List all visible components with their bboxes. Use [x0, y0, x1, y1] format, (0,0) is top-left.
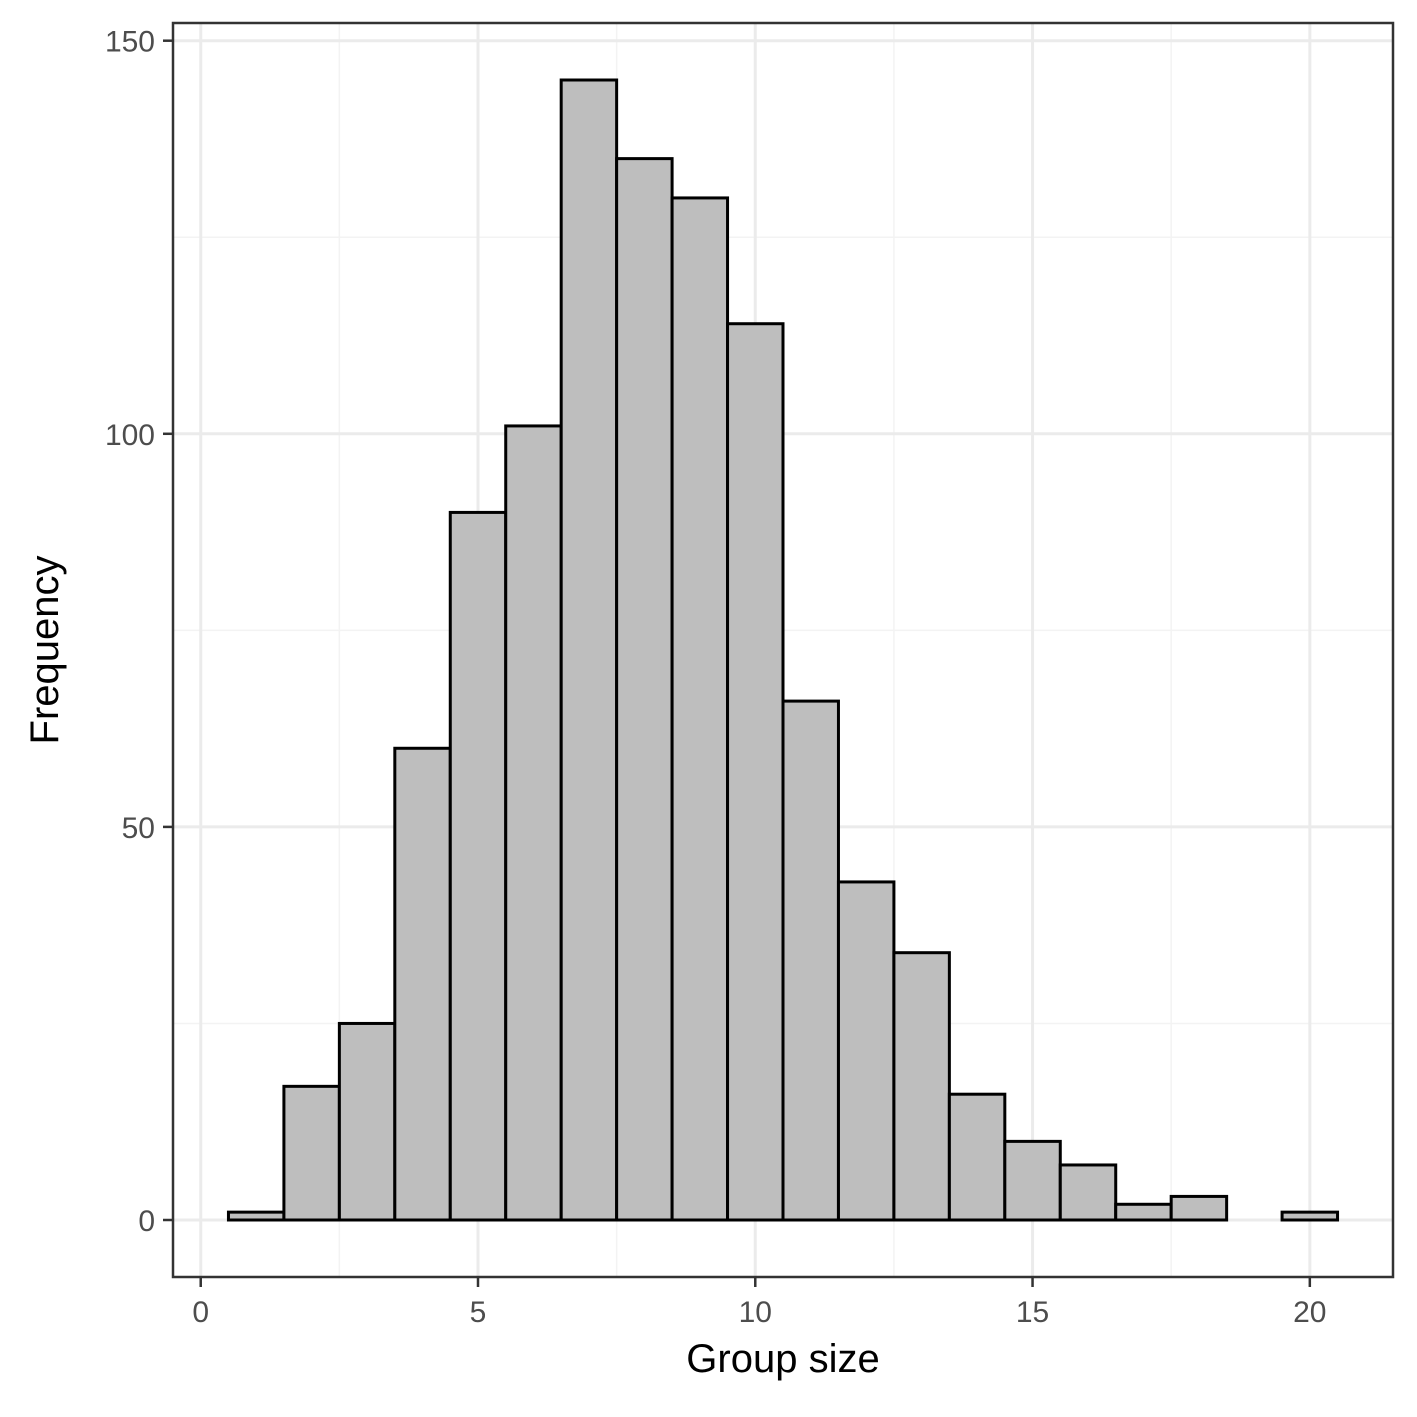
- histogram-bar: [1058, 1163, 1118, 1222]
- y-tick-label: 100: [105, 419, 155, 452]
- bars-layer: [226, 78, 1340, 1222]
- x-axis-title: Group size: [686, 1337, 879, 1381]
- histogram-bar: [1003, 1139, 1062, 1222]
- histogram-bar: [559, 78, 619, 1222]
- axes-layer: 0 5 10 15 20 0 50 100 150: [105, 26, 1327, 1329]
- panel-border: [171, 21, 1395, 1279]
- histogram-bar: [504, 424, 563, 1222]
- histogram-bar: [726, 322, 785, 1222]
- histogram-bar: [1114, 1202, 1173, 1222]
- histogram-bar: [781, 699, 840, 1222]
- histogram-bar: [670, 196, 730, 1222]
- x-tick-label: 0: [192, 1296, 209, 1329]
- x-tick-label: 10: [739, 1296, 772, 1329]
- histogram-bar: [615, 157, 674, 1222]
- histogram-bar: [337, 1021, 397, 1222]
- histogram-bar: [448, 510, 508, 1222]
- histogram-bar: [947, 1092, 1007, 1222]
- histogram-bar: [836, 880, 896, 1222]
- x-tick-label: 15: [1016, 1296, 1049, 1329]
- y-tick-label: 150: [105, 26, 155, 59]
- histogram-bar: [393, 746, 452, 1222]
- y-tick-label: 50: [122, 812, 155, 845]
- histogram-bar: [892, 951, 951, 1222]
- y-axis-title: Frequency: [23, 556, 67, 745]
- histogram-bar: [1169, 1194, 1229, 1222]
- y-tick-label: 0: [138, 1205, 155, 1238]
- histogram-bar: [226, 1210, 286, 1222]
- histogram-bar: [1280, 1210, 1340, 1222]
- x-tick-label: 5: [470, 1296, 487, 1329]
- x-tick-label: 20: [1293, 1296, 1326, 1329]
- histogram-bar: [282, 1084, 341, 1222]
